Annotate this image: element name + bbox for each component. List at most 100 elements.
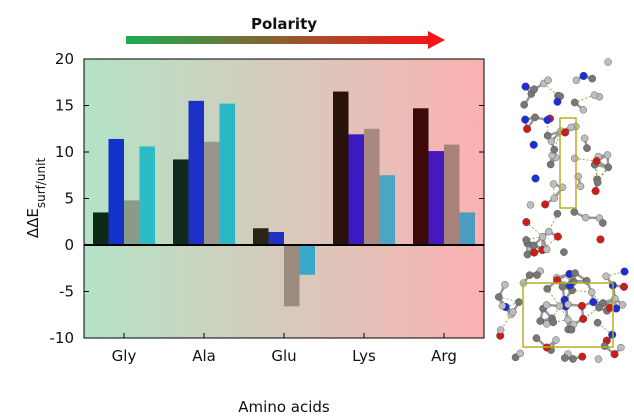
atom [589,298,598,307]
atom [536,317,545,325]
bar-lys-3 [364,128,380,245]
hydrogen-bond [605,271,625,277]
atom [610,350,619,359]
atom [543,131,552,140]
hydrogen-bond [500,314,512,331]
atom [495,293,503,301]
hydrogen-bond [597,167,609,183]
atom [576,182,585,191]
atom [570,208,579,216]
bar-glu-1 [253,228,269,245]
atom [558,283,567,291]
atom [583,144,591,152]
atom [529,140,538,149]
atom [543,320,551,328]
atom [523,250,532,259]
atom [509,308,517,316]
atom [521,82,530,91]
atom [531,174,540,183]
bar-lys-1 [333,91,349,245]
bars [93,91,475,307]
y-axis-title: ΔΔEsurf/unit [24,158,48,239]
atom [591,187,600,196]
atom [533,271,541,279]
atom [553,276,562,285]
bar-glu-2 [268,231,284,245]
atom [569,355,577,363]
hydrogen-bond [543,83,559,96]
bar-lys-2 [348,134,364,245]
atom [530,241,538,250]
atom [525,271,534,279]
bar-ala-2 [188,100,204,245]
atom [531,113,539,122]
x-tick-label-glu: Glu [271,347,296,365]
bar-arg-1 [413,108,429,245]
atom [516,349,524,358]
atom [587,288,596,296]
atom [549,180,558,188]
y-tick-label: 0 [64,236,74,254]
atom [532,334,541,342]
atom [515,298,523,306]
atom [604,58,612,66]
atom [599,219,607,227]
atom [564,300,572,309]
atom [523,124,532,133]
atom [602,272,610,280]
atom [594,355,603,363]
atom [578,352,587,361]
bar-lys-4 [379,175,395,245]
y-tick-label: 5 [64,190,74,208]
atom [579,71,588,80]
bar-ala-4 [219,103,235,245]
bar-glu-3 [284,245,300,307]
y-axis: -10 -5 0 5 10 15 20 [50,50,484,347]
unit-cell-box [559,117,577,209]
bar-gly-4 [139,146,155,245]
atom [522,218,531,227]
x-tick-label-lys: Lys [352,347,376,365]
atom [577,301,586,310]
atom [579,314,588,323]
atom [541,200,550,209]
y-tick-label: 15 [55,97,74,115]
atom [522,236,530,244]
x-axis-title: Amino acids [238,398,330,416]
unit-cell-box [522,282,614,348]
atom [550,145,559,154]
atom [567,123,575,132]
atom [544,76,552,84]
atom [542,301,551,309]
atom [553,209,562,218]
atom [619,282,628,291]
x-axis: Gly Ala Glu Lys Arg [112,333,457,365]
atom [588,74,597,83]
atom [543,245,551,254]
atom [520,100,528,109]
polarity-label: Polarity [251,15,317,33]
atom [581,134,589,142]
atom [550,194,558,202]
atom [547,137,556,145]
atom [600,342,609,350]
atom [571,154,579,163]
atom [521,115,530,124]
bar-arg-4 [459,212,475,245]
atom [604,163,613,172]
hydrogen-bond [594,164,599,183]
molecular-structure-top-image [520,58,613,259]
bar-glu-4 [299,245,315,275]
hydrogen-bond [591,291,604,307]
y-tick-label: 20 [55,50,74,68]
atom [526,201,535,209]
atom [618,301,627,309]
atom [555,302,564,310]
molecular-structure-bottom-image [495,267,629,363]
atom [608,330,617,339]
y-tick-label: -5 [59,283,74,301]
atom [593,178,602,187]
plot-frame [83,58,485,339]
atom [620,267,629,276]
